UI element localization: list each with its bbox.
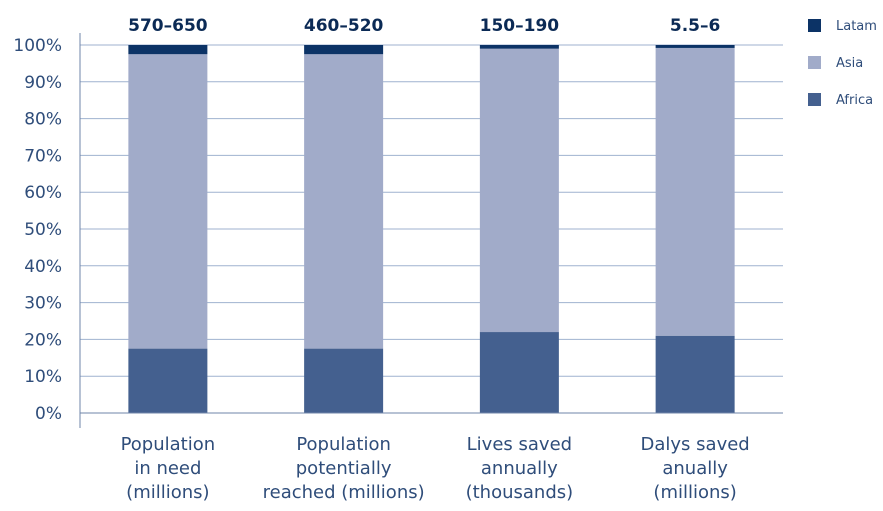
y-tick-label: 10% [24, 367, 62, 387]
x-category-label: annually [481, 458, 558, 479]
x-category-label: (millions) [653, 482, 736, 503]
bar-total-label: 460–520 [304, 16, 384, 36]
legend-swatch-africa [808, 93, 821, 106]
y-tick-label: 100% [13, 36, 62, 56]
legend-swatch-latam [808, 19, 821, 32]
bar-total-label: 570–650 [128, 16, 208, 36]
bar-segment-latam [655, 45, 735, 48]
bar-area [128, 45, 735, 413]
y-tick-label: 20% [24, 330, 62, 350]
bar-segment-latam [304, 45, 384, 55]
y-tick-label: 60% [24, 183, 62, 203]
x-category-label: Lives saved [467, 434, 572, 455]
legend: Latam Asia Africa [808, 19, 877, 108]
legend-label-africa: Africa [836, 93, 873, 108]
y-tick-label: 40% [24, 257, 62, 277]
bar-segment-asia [304, 54, 384, 349]
x-category-label: in need [134, 458, 201, 479]
bar-segment-africa [128, 348, 208, 413]
bar-segment-asia [128, 54, 208, 349]
legend-label-latam: Latam [836, 19, 877, 34]
bar-segment-africa [655, 335, 735, 413]
x-category-label: Population [121, 434, 216, 455]
x-category-label: potentially [296, 458, 392, 479]
bar-segment-asia [479, 48, 559, 333]
legend-label-asia: Asia [836, 56, 863, 71]
x-category-label: (thousands) [466, 482, 574, 503]
bar-segment-latam [479, 45, 559, 49]
y-tick-label: 0% [35, 404, 62, 424]
bar-total-label: 5.5–6 [670, 16, 720, 36]
y-tick-label: 70% [24, 146, 62, 166]
x-category-label: (millions) [126, 482, 209, 503]
x-category-label: anually [662, 458, 728, 479]
y-tick-label: 90% [24, 73, 62, 93]
bar-segment-africa [479, 332, 559, 413]
bar-segment-africa [304, 348, 384, 413]
x-category-label: Population [296, 434, 391, 455]
bar-totals: 570–650 460–520 150–190 5.5–6 [128, 16, 720, 36]
y-tick-label: 50% [24, 220, 62, 240]
bar-segment-latam [128, 45, 208, 55]
y-axis-ticks: 0% 10% 20% 30% 40% 50% 60% 70% 80% 90% 100% [13, 36, 62, 424]
x-axis-labels: Population in need (millions) Population pot… [121, 434, 750, 503]
legend-swatch-asia [808, 56, 821, 69]
axes [79, 33, 783, 428]
bar-total-label: 150–190 [480, 16, 560, 36]
y-tick-label: 30% [24, 294, 62, 314]
y-tick-label: 80% [24, 110, 62, 130]
x-category-label: Dalys saved [641, 434, 750, 455]
bar-segment-asia [655, 47, 735, 336]
x-category-label: reached (millions) [263, 482, 425, 503]
